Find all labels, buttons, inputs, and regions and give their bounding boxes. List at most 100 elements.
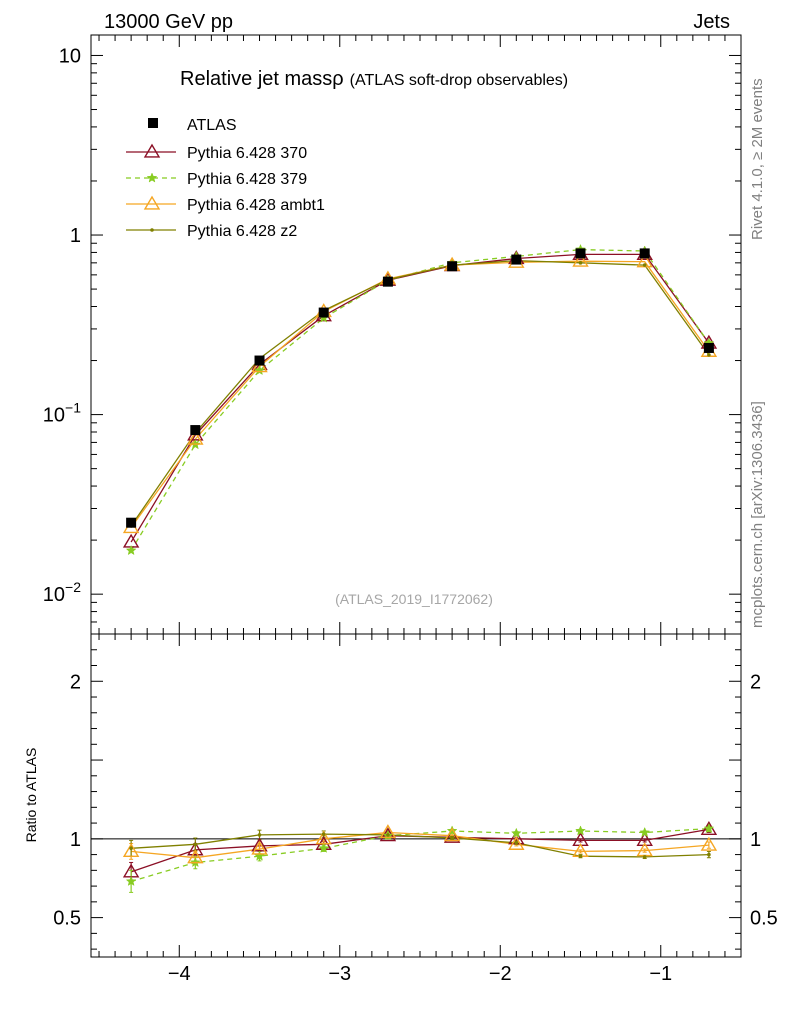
x-tick-label: −1 <box>649 963 672 985</box>
main-series-line-2 <box>130 260 710 528</box>
atlas-data-point <box>575 248 586 259</box>
ratio-point-series-3 <box>257 833 262 837</box>
ratio-series-line-2 <box>131 831 709 859</box>
ratio-point-series-3 <box>514 840 519 845</box>
atlas-data-point <box>511 254 522 265</box>
main-y-tick-base: 1 <box>70 225 81 247</box>
series-markers <box>122 243 718 886</box>
ratio-point-series-2 <box>251 840 268 855</box>
ratio-point-series-1 <box>575 825 586 836</box>
ratio-point-series-2 <box>508 835 525 850</box>
main-y-tick-exponent: −1 <box>65 400 81 416</box>
ratio-y-tick-label: 1 <box>70 829 81 851</box>
atlas-data-point <box>639 248 650 259</box>
ratio-point-series-2 <box>187 849 204 864</box>
legend-marker-0 <box>143 143 161 158</box>
legend-marker-2 <box>143 195 161 210</box>
ratio-point-series-1 <box>446 825 458 836</box>
main-series-line-1 <box>130 248 710 551</box>
ratio-point-series-1 <box>125 875 137 886</box>
main-series-line-0 <box>130 253 710 543</box>
ratio-point-series-3 <box>450 836 454 840</box>
legend-label-2: Pythia 6.428 ambt1 <box>187 197 325 214</box>
ratio-point-series-2 <box>122 843 140 858</box>
ratio-point-series-3 <box>642 855 647 859</box>
ratio-point-series-1 <box>703 822 715 834</box>
atlas-data-point <box>254 355 265 366</box>
ratio-point-series-2 <box>315 830 332 845</box>
plot-frames <box>90 34 742 958</box>
plot-title: Relative jet massρ (ATLAS soft-drop obser… <box>180 68 568 90</box>
ratio-y-tick-label: 0.5 <box>53 908 81 930</box>
main-point-series-3 <box>578 261 583 265</box>
legend-marker-atlas <box>148 118 158 128</box>
main-y-tick-exponent: −2 <box>65 579 81 595</box>
main-y-tick-base: 10 <box>59 45 81 67</box>
atlas-data-point <box>382 276 393 287</box>
legend-label-1: Pythia 6.428 379 <box>187 171 307 188</box>
analysis-id-label: (ATLAS_2019_I1772062) <box>335 591 493 607</box>
main-point-series-3 <box>707 353 711 357</box>
ratio-point-series-2 <box>700 836 718 851</box>
ratio-point-series-0 <box>443 828 461 843</box>
legend: ATLAS Pythia 6.428 370 Pythia 6.428 379 Pyt… <box>126 117 325 240</box>
ratio-series-lines <box>129 824 711 893</box>
mcplots-reference-label: mcplots.cern.ch [arXiv:1306.3436] <box>749 401 766 628</box>
x-tick-label: −3 <box>328 963 351 985</box>
main-point-series-3 <box>642 263 647 267</box>
legend-marker-3 <box>150 228 154 232</box>
main-y-tick-label: 10−2 <box>43 579 81 606</box>
ratio-axis-label: Ratio to ATLAS <box>23 748 39 843</box>
legend-label-0: Pythia 6.428 370 <box>187 145 307 162</box>
ratio-y-tick-label-right: 0.5 <box>750 908 778 930</box>
rivet-version-label: Rivet 4.1.0, ≥ 2M events <box>749 78 766 240</box>
ratio-point-series-3 <box>321 832 326 836</box>
main-point-series-2 <box>251 358 268 373</box>
x-tick-label: −4 <box>168 963 191 985</box>
ratio-y-tick-label-right: 1 <box>750 829 761 851</box>
ratio-point-series-3 <box>707 852 711 857</box>
ratio-point-series-2 <box>443 827 461 842</box>
main-series-line-3 <box>130 259 710 527</box>
main-point-series-2 <box>572 252 589 267</box>
ratio-point-series-1 <box>510 827 522 838</box>
main-y-tick-label: 10 <box>59 45 81 67</box>
main-y-tick-label: 10−1 <box>43 400 81 427</box>
ratio-point-series-1 <box>318 842 330 853</box>
legend-marker-1 <box>146 172 158 183</box>
ratio-series-line-1 <box>130 827 709 883</box>
ratio-point-series-0 <box>636 832 653 847</box>
main-y-tick-base: 10 <box>43 584 65 606</box>
ratio-point-series-2 <box>379 824 397 839</box>
main-y-tick-label: 1 <box>70 225 81 247</box>
plot-title-main: Relative jet massρ <box>180 68 344 90</box>
main-point-series-2 <box>187 430 204 445</box>
main-y-tick-base: 10 <box>43 405 65 427</box>
collision-label: 13000 GeV pp <box>104 11 233 33</box>
atlas-data-point <box>703 342 714 353</box>
main-point-series-1 <box>125 544 137 556</box>
ratio-plot-frame <box>90 633 742 958</box>
atlas-data-point <box>318 307 329 318</box>
main-point-series-1 <box>254 364 265 376</box>
atlas-data-point <box>447 261 458 272</box>
ratio-point-series-3 <box>578 854 583 858</box>
ratio-y-tick-label-right: 2 <box>750 671 761 693</box>
ratio-point-series-1 <box>639 826 651 838</box>
ratio-point-series-3 <box>129 846 133 851</box>
atlas-data-point <box>190 425 201 436</box>
ratio-point-series-0 <box>187 841 204 856</box>
mc-series-lines <box>130 248 710 551</box>
jets-label: Jets <box>693 11 730 33</box>
ratio-y-tick-label: 2 <box>70 671 81 693</box>
ratio-series-line-3 <box>131 833 709 858</box>
ratio-point-series-3 <box>386 833 390 837</box>
ratio-point-series-3 <box>193 842 198 847</box>
atlas-data-point <box>126 517 137 528</box>
legend-label-atlas: ATLAS <box>187 117 237 134</box>
plot-subtitle: (ATLAS soft-drop observables) <box>350 72 568 89</box>
legend-label-3: Pythia 6.428 z2 <box>187 223 297 240</box>
x-tick-label: −2 <box>489 963 512 985</box>
